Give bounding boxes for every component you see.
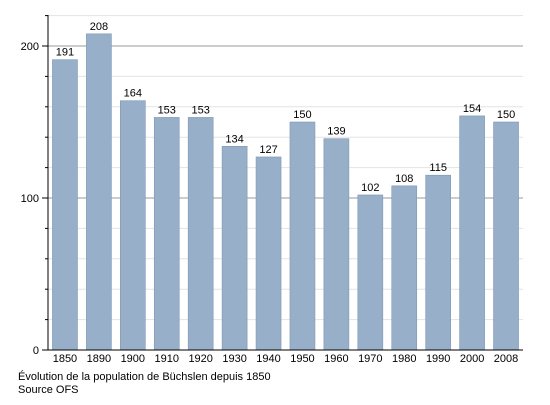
bar-1970 [357,194,384,351]
x-tick-label-1900: 1900 [121,353,145,365]
data-label-1920: 153 [192,104,210,116]
data-label-1900: 164 [124,88,142,100]
x-tick-label-1850: 1850 [53,353,77,365]
gridlines [48,15,523,321]
x-tick-label-1970: 1970 [358,353,382,365]
data-label-2000: 154 [463,103,481,115]
bar-1950 [289,121,316,351]
bar-1920 [187,117,214,351]
bar-1910 [153,117,180,351]
x-tick-label-1950: 1950 [290,353,314,365]
x-tick-label-1980: 1980 [392,353,416,365]
x-tick-label-1910: 1910 [155,353,179,365]
axes [42,15,523,351]
bar-1960 [323,138,350,351]
bar-1850 [52,59,78,351]
x-tick-label-1940: 1940 [256,353,280,365]
data-label-1980: 108 [395,173,413,185]
bar-1980 [391,185,418,351]
data-label-1990: 115 [429,162,447,174]
data-label-1950: 150 [293,109,311,121]
x-tick-label-1990: 1990 [426,353,450,365]
bar-1930 [221,146,248,351]
x-tick-label-1890: 1890 [87,353,111,365]
data-label-1970: 102 [361,182,379,194]
chart-caption: Évolution de la population de Büchslen d… [18,371,271,383]
x-tick-label-1930: 1930 [222,353,246,365]
bar-2000 [459,115,485,351]
labels: 191 1850 208 1890 164 1900 153 1910 153 1920 134 19… [21,21,519,365]
y-tick-label-200: 200 [21,41,39,53]
data-label-1890: 208 [90,21,108,33]
data-label-1960: 139 [327,126,345,138]
data-label-1940: 127 [259,144,277,156]
x-tick-label-1920: 1920 [188,353,212,365]
data-label-1910: 153 [158,104,176,116]
y-tick-label-0: 0 [33,345,39,357]
x-tick-label-2008: 2008 [494,353,518,365]
bar-1900 [120,100,146,351]
chart-source: Source OFS [18,384,79,396]
y-tick-label-100: 100 [21,193,39,205]
bars [52,33,519,351]
x-tick-label-1960: 1960 [324,353,348,365]
data-label-1850: 191 [56,47,74,59]
bar-1940 [255,156,282,351]
data-label-2008: 150 [497,109,515,121]
bar-1990 [425,174,451,351]
bar-1890 [86,33,112,351]
bar-2008 [493,121,519,351]
x-tick-label-2000: 2000 [460,353,484,365]
data-label-1930: 134 [225,133,243,145]
